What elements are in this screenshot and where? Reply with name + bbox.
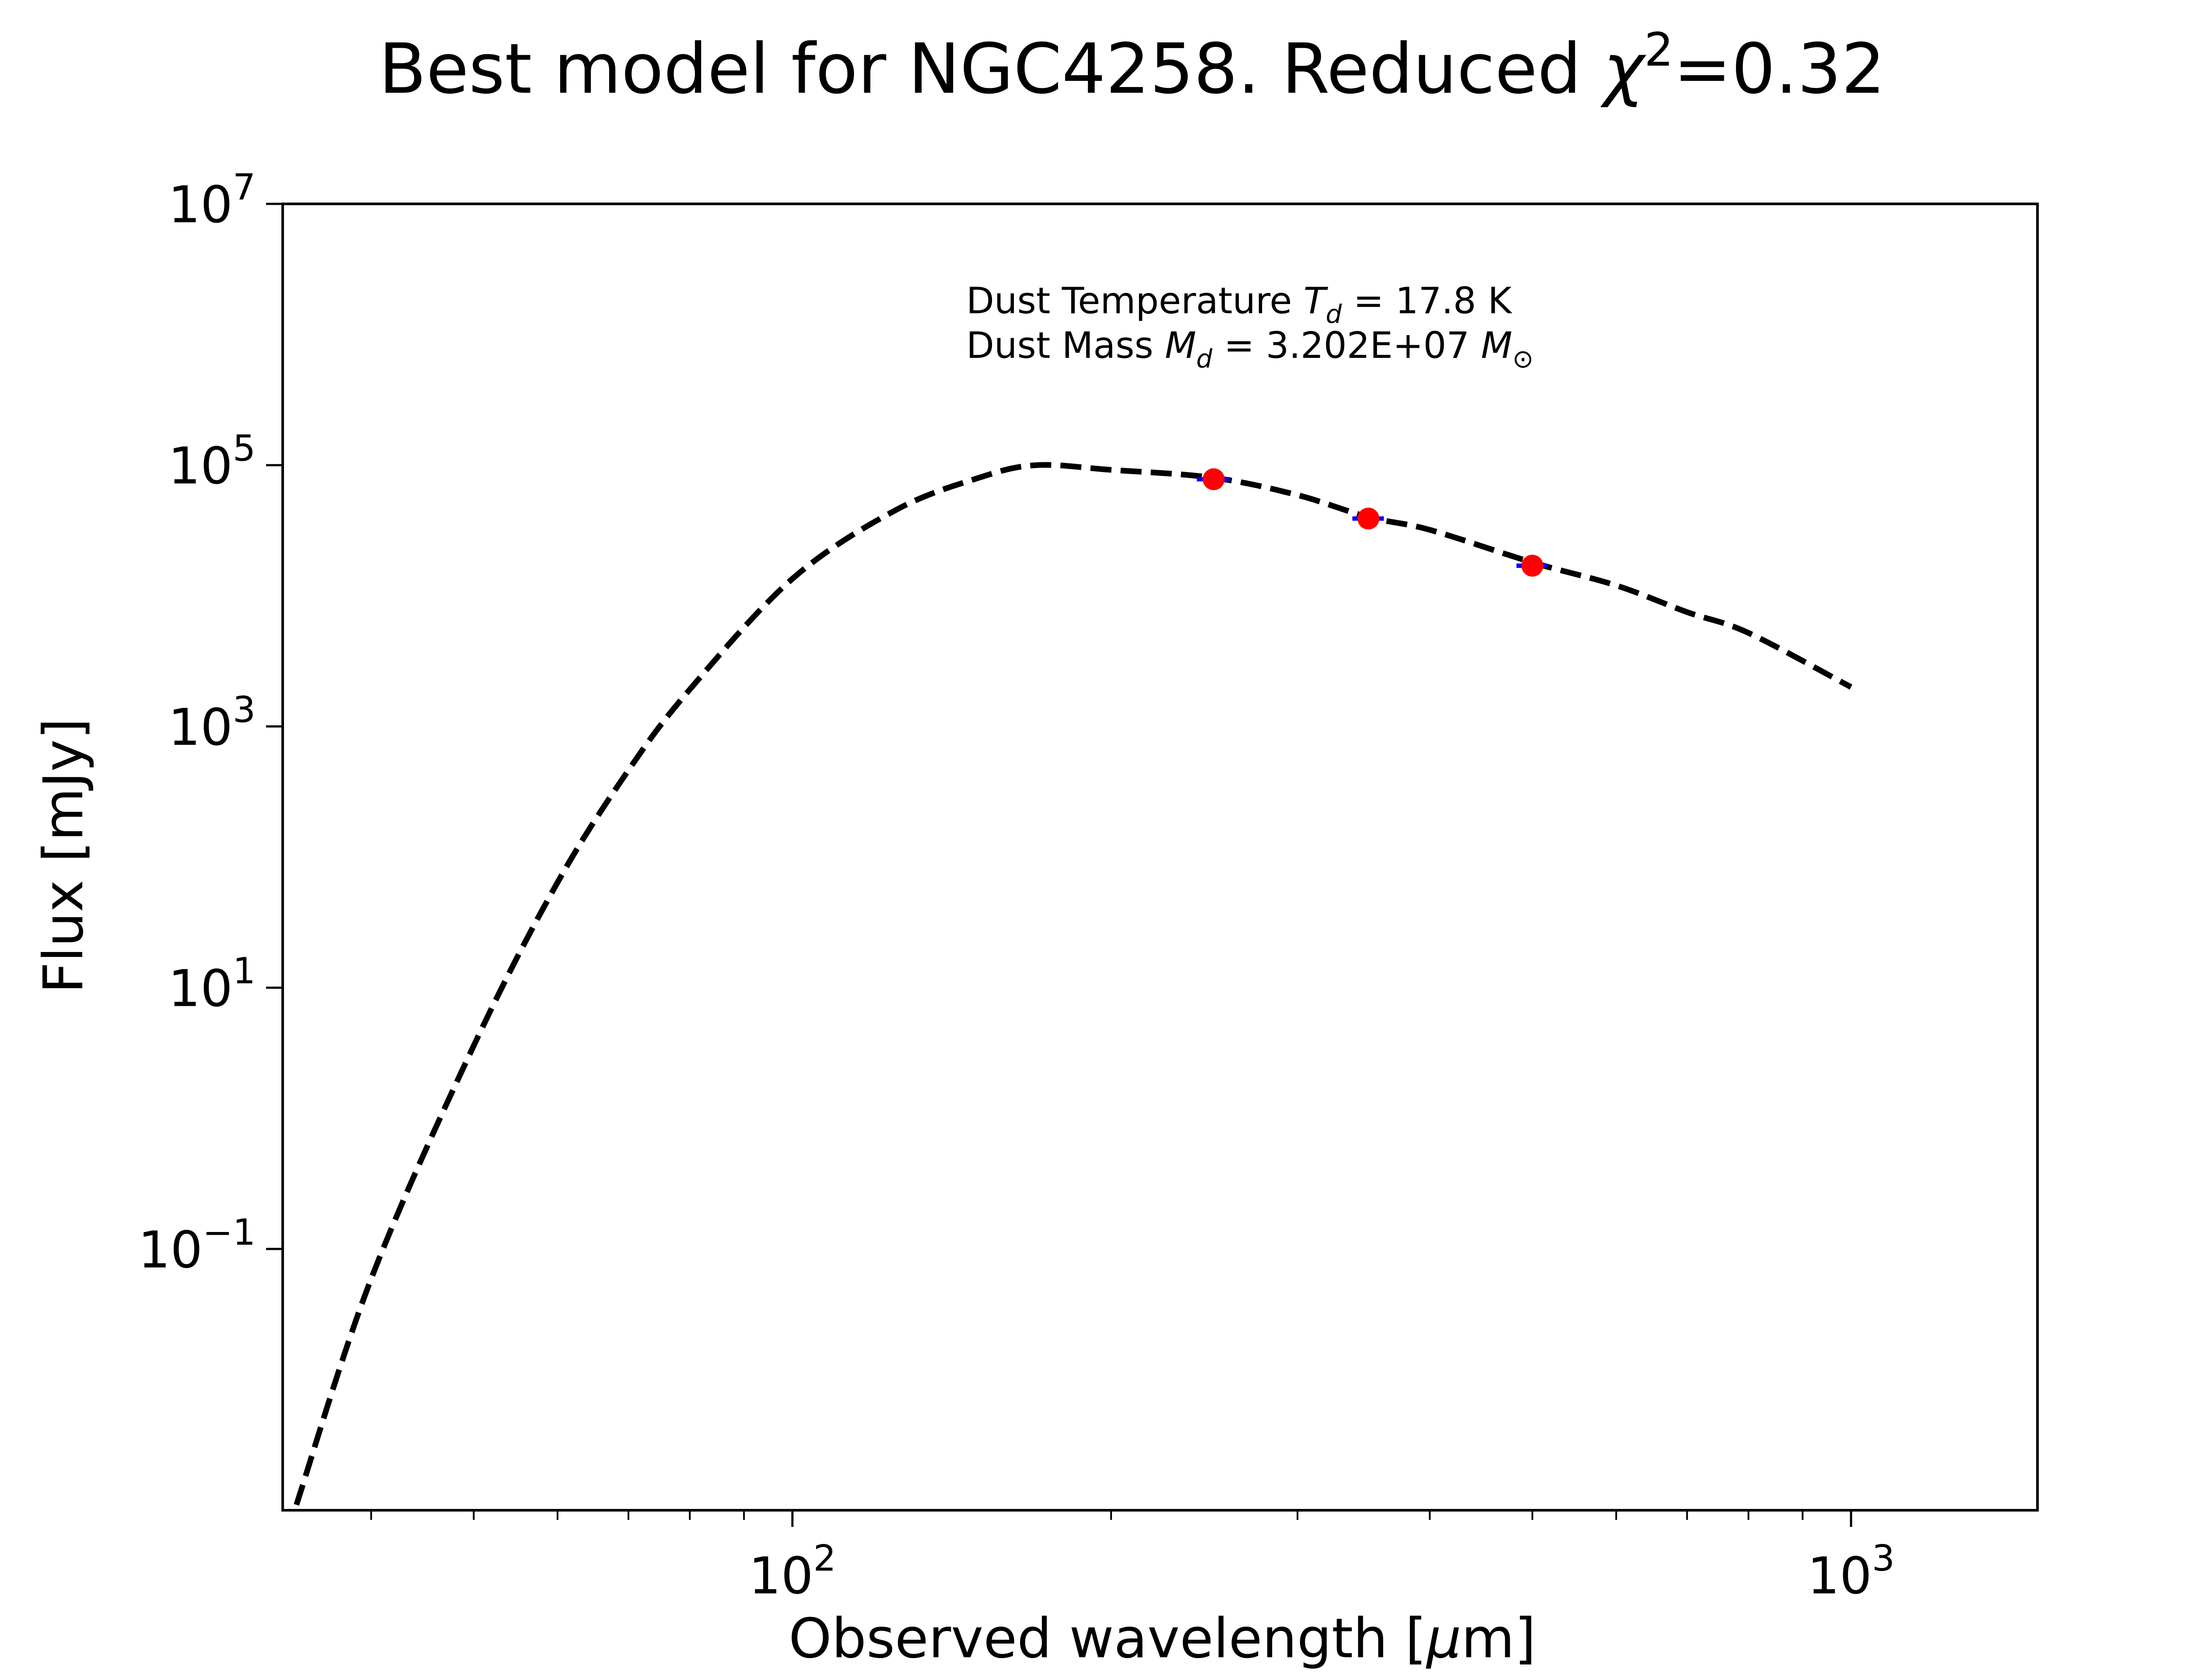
y-axis-label: Flux [mJy] (32, 718, 95, 994)
annotation-mass-symbol: M (1165, 324, 1196, 367)
x-tick-label-base: 10 (749, 1547, 813, 1606)
plot-frame (281, 203, 2039, 1512)
annotation-dust-mass: Dust Mass Md = 3.202E+07 M⊙ (966, 324, 1534, 374)
y-tick-label-base: 10 (168, 437, 233, 496)
y-tick-label-base: 10 (168, 175, 233, 234)
annotation-msun-symbol: M (1481, 324, 1512, 367)
data-point (1203, 468, 1225, 490)
x-tick-label: 103 (1807, 1538, 1895, 1606)
annotation-mass-subscript: d (1196, 344, 1213, 374)
y-tick-label-base: 10 (168, 959, 233, 1018)
annotation-temp-pre: Dust Temperature (966, 280, 1304, 322)
y-tick-label-exponent: 1 (233, 951, 256, 992)
y-tick-label: 10−1 (138, 1212, 256, 1280)
y-tick-label: 105 (168, 428, 256, 496)
annotation-mass-post: = 3.202E+07 (1212, 324, 1481, 367)
x-tick-label-base: 10 (1807, 1547, 1872, 1606)
annotation-mass-pre: Dust Mass (966, 324, 1165, 367)
y-tick-label-exponent: 7 (233, 167, 256, 208)
data-point (1521, 554, 1543, 577)
x-tick-label-exponent: 2 (813, 1538, 836, 1579)
annotation-temp-symbol: T (1304, 280, 1329, 322)
title-prefix: Best model for NGC4258. Reduced (379, 29, 1603, 109)
title-chi-symbol: χ (1600, 29, 1647, 109)
title-chi-value: =0.32 (1673, 29, 1885, 109)
annotation-msun-subscript: ⊙ (1512, 344, 1534, 374)
model-curve (294, 462, 1853, 1506)
annotation-temp-post: = 17.8 K (1342, 280, 1512, 322)
annotation-temp-subscript: d (1326, 299, 1343, 329)
y-tick-label-base: 10 (138, 1221, 203, 1280)
title-chi-power: 2 (1644, 23, 1673, 77)
y-tick-label-base: 10 (168, 698, 233, 757)
x-tick-label-exponent: 3 (1872, 1538, 1895, 1579)
y-tick-label: 107 (168, 167, 256, 234)
x-tick-label: 102 (749, 1538, 836, 1606)
x-label-suffix: m] (1461, 1607, 1536, 1670)
x-axis-label: Observed wavelength [μm] (789, 1607, 1536, 1670)
x-label-prefix: Observed wavelength [ (789, 1607, 1427, 1670)
data-point (1357, 508, 1380, 530)
fit-annotation: Dust Temperature Td = 17.8 K Dust Mass M… (966, 280, 1534, 374)
chart-title: Best model for NGC4258. Reduced χ2=0.32 (379, 23, 1886, 109)
y-tick-label: 103 (168, 689, 256, 757)
y-tick-label-exponent: 5 (233, 428, 256, 469)
data-series (294, 462, 1853, 1506)
annotation-dust-temperature: Dust Temperature Td = 17.8 K (966, 280, 1513, 329)
y-tick-label: 101 (168, 951, 256, 1018)
y-tick-label-exponent: 3 (233, 689, 256, 731)
y-tick-label-exponent: −1 (203, 1212, 256, 1253)
x-label-mu: μ (1426, 1607, 1462, 1670)
